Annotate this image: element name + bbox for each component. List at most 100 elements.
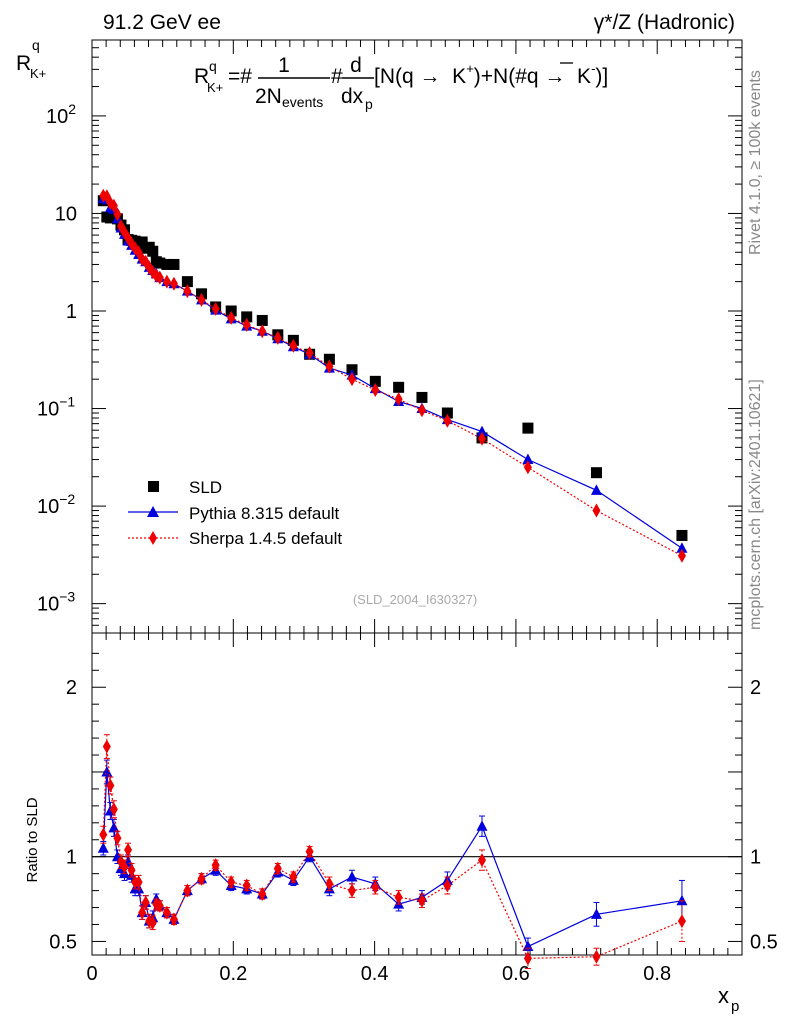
sld-point xyxy=(323,353,335,365)
ratio-y-tick-label-right: 2 xyxy=(750,677,761,699)
sherpa-ratio-point xyxy=(102,739,111,754)
x-tick-label: 0 xyxy=(86,963,97,985)
sherpa-point xyxy=(478,431,486,446)
ratio-plot: 0 0.2 0.4 0.6 0.8 0.5 0.5 1 1 2 2 xyxy=(49,632,778,985)
sherpa-point xyxy=(134,245,143,260)
pythia-point xyxy=(522,453,534,465)
sld-point xyxy=(161,258,173,270)
sherpa-point xyxy=(305,346,314,361)
sherpa-ratio-point xyxy=(394,890,403,905)
main-ylabel: R q K+ xyxy=(16,37,46,81)
pythia-ratio-point xyxy=(346,871,358,882)
main-ylabel-subscript: K+ xyxy=(30,66,46,81)
sherpa-point xyxy=(371,382,380,397)
pythia-point xyxy=(676,542,688,553)
sherpa-ratio-point xyxy=(305,844,314,859)
sherpa-ratio-point xyxy=(289,870,298,885)
sld-point xyxy=(241,311,253,323)
pythia-ratio-point xyxy=(676,894,688,906)
sherpa-ratio-point xyxy=(348,883,356,898)
svg-text:p: p xyxy=(731,998,739,1015)
sherpa-ratio-point xyxy=(592,949,601,964)
y-tick-label: 10−1 xyxy=(37,394,75,421)
svg-text:[N(q → K+)+N(#q → K-)]: [N(q → K+)+N(#q → K-)] xyxy=(374,61,608,88)
sherpa-point xyxy=(273,330,282,345)
sld-point xyxy=(154,257,166,269)
legend-label-sld: SLD xyxy=(189,478,222,497)
sherpa-point xyxy=(169,276,178,291)
sherpa-point xyxy=(592,503,601,518)
sherpa-ratio-point xyxy=(443,878,452,893)
x-tick-label: 0.2 xyxy=(219,963,247,985)
sld-point xyxy=(416,391,428,403)
pythia-ratio-point xyxy=(97,842,109,853)
x-tick-label: 0.8 xyxy=(643,963,671,985)
svg-text:=#: =# xyxy=(228,65,252,88)
sherpa-point xyxy=(109,198,118,213)
pythia-point xyxy=(590,484,602,495)
sherpa-ratio-point xyxy=(242,878,251,893)
sherpa-ratio-point xyxy=(677,914,686,929)
sld-point xyxy=(441,407,453,419)
sld-point xyxy=(168,258,180,270)
ratio-y-tick-label-right: 1 xyxy=(750,847,761,869)
svg-text:R: R xyxy=(16,52,31,75)
svg-text:q: q xyxy=(209,58,217,74)
legend-label-sherpa: Sherpa 1.4.5 default xyxy=(189,529,342,548)
ratio-y-tick-label: 0.5 xyxy=(49,931,77,953)
y-tick-label: 10−2 xyxy=(37,491,75,518)
sld-point xyxy=(676,529,688,541)
y-tick-label: 1 xyxy=(66,301,77,323)
header-left-title: 91.2 GeV ee xyxy=(103,11,221,34)
pythia-ratio-point xyxy=(476,820,488,831)
sherpa-ratio-point xyxy=(227,875,236,890)
svg-text:events: events xyxy=(282,94,323,110)
pythia-point xyxy=(476,425,488,437)
svg-text:K+: K+ xyxy=(207,80,223,95)
ratio-y-tick-label: 1 xyxy=(66,847,77,869)
watermark: (SLD_2004_I630327) xyxy=(353,592,477,607)
sherpa-point xyxy=(417,403,426,418)
sherpa-point xyxy=(155,270,164,285)
sld-point xyxy=(136,236,148,248)
sherpa-ratio-point xyxy=(148,915,157,930)
legend-label-pythia: Pythia 8.315 default xyxy=(189,504,340,523)
sherpa-point xyxy=(211,301,220,316)
sherpa-ratio-point xyxy=(99,827,108,842)
svg-text:2N: 2N xyxy=(255,85,282,108)
mcplots-label: mcplots.cern.ch [arXiv:2401.10621] xyxy=(747,379,764,630)
sherpa-point xyxy=(162,274,171,289)
svg-text:p: p xyxy=(365,96,373,112)
sherpa-point xyxy=(443,413,452,428)
svg-text:q: q xyxy=(32,37,40,53)
sherpa-point xyxy=(523,460,532,475)
svg-text:x: x xyxy=(718,983,729,1008)
main-plot: 10−3 10−2 10−1 1 10 102 xyxy=(37,39,743,634)
sherpa-point xyxy=(242,317,251,332)
sherpa-ratio-point xyxy=(155,898,164,913)
sld-point xyxy=(369,375,381,387)
sherpa-point xyxy=(394,392,403,407)
sherpa-ratio-point xyxy=(325,876,334,891)
sherpa-ratio-point xyxy=(113,831,122,846)
sherpa-point xyxy=(325,359,334,374)
sld-point xyxy=(590,467,602,479)
sherpa-ratio-point xyxy=(523,951,532,966)
sherpa-point xyxy=(197,292,206,307)
sherpa-ratio-point xyxy=(127,863,136,878)
y-tick-label: 10 xyxy=(55,203,77,225)
sherpa-ratio-point xyxy=(141,895,150,910)
sherpa-ratio-point xyxy=(106,778,115,793)
legend: SLD Pythia 8.315 default Sherpa 1.4.5 de… xyxy=(128,478,342,548)
svg-text:dx: dx xyxy=(341,85,364,108)
legend-marker-sld xyxy=(148,481,159,492)
sherpa-point xyxy=(258,324,267,339)
pythia-ratio-point xyxy=(101,765,113,777)
sherpa-ratio-point xyxy=(273,861,282,876)
x-tick-label: 0.4 xyxy=(361,963,389,985)
sherpa-ratio-point xyxy=(211,858,220,873)
sherpa-ratio-point xyxy=(134,875,143,890)
x-axis-label: x p xyxy=(718,983,739,1015)
sherpa-point xyxy=(348,372,356,387)
